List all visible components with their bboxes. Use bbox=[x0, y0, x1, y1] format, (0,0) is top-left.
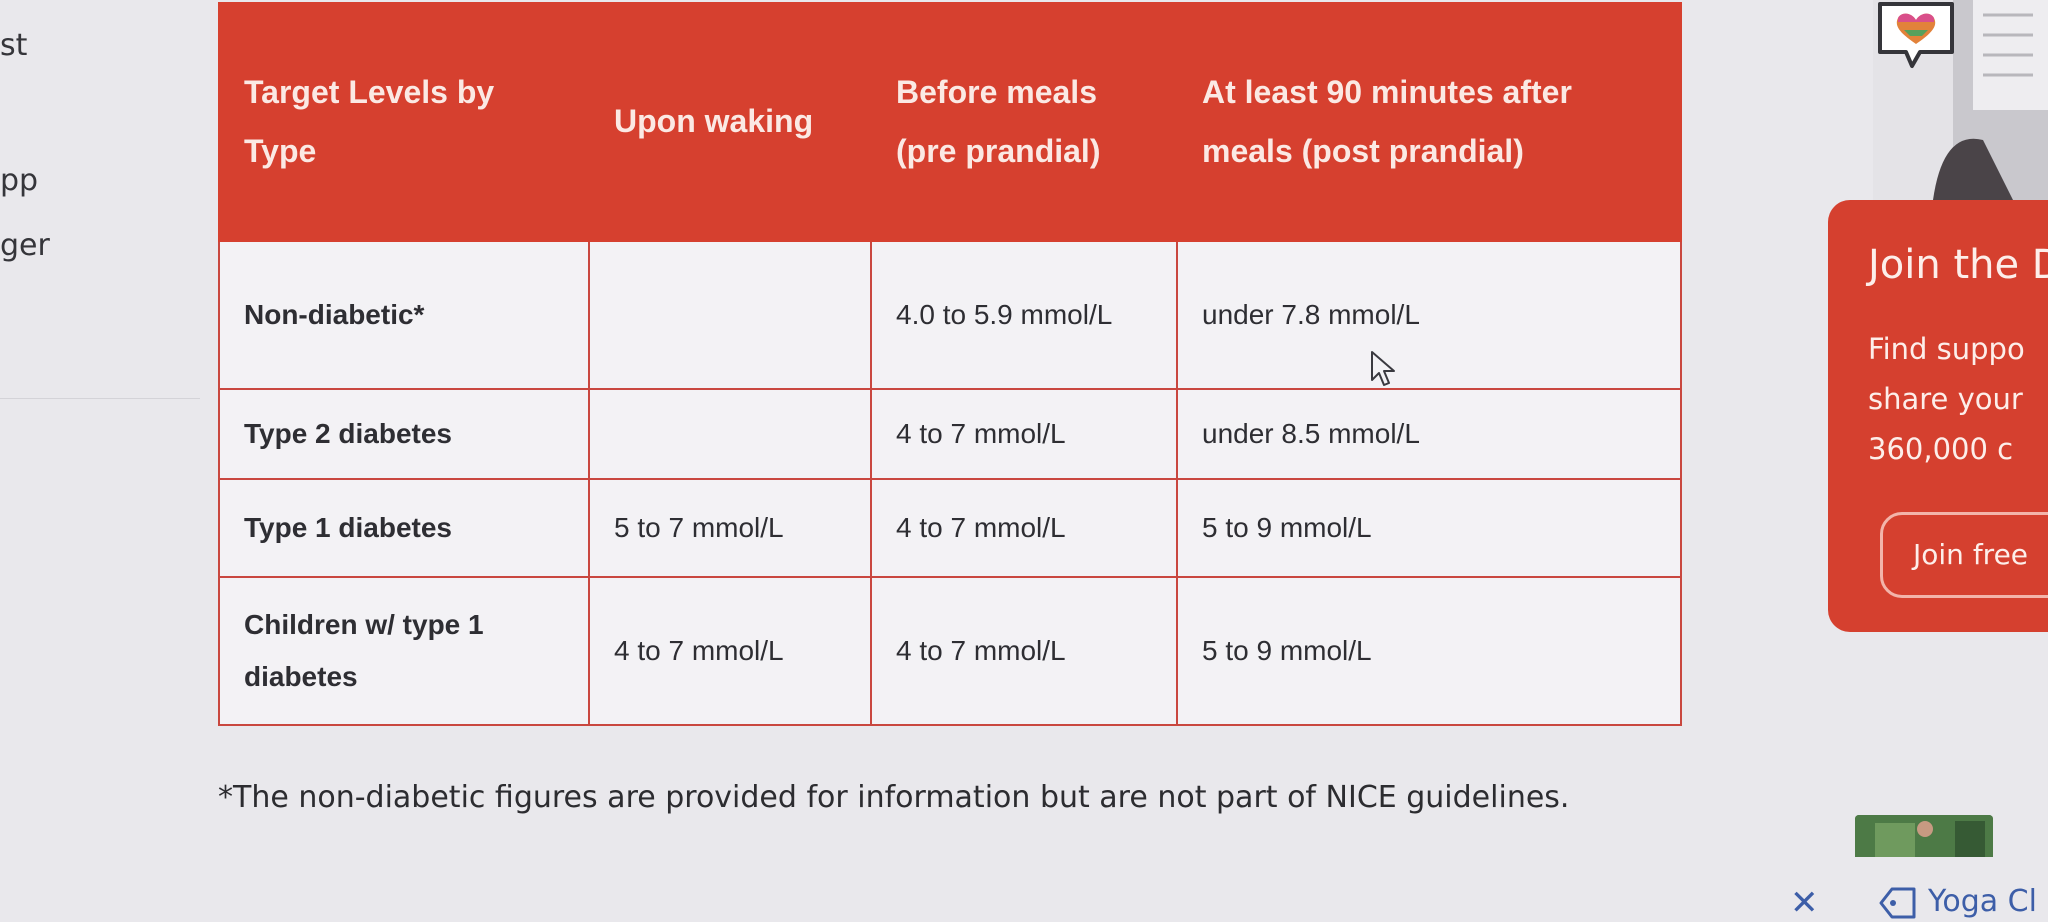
join-community-card: Join the D Find suppo share your 360,000… bbox=[1828, 200, 2048, 632]
header-before-meals: Before meals (pre prandial) bbox=[870, 2, 1178, 242]
table-row: Type 1 diabetes 5 to 7 mmol/L 4 to 7 mmo… bbox=[218, 478, 1682, 578]
heart-bubble-icon bbox=[1878, 2, 1954, 68]
join-card-text-line: Find suppo bbox=[1868, 332, 2025, 366]
header-after-meals: At least 90 minutes after meals (post pr… bbox=[1176, 2, 1682, 242]
table-row: Children w/ type 1 diabetes 4 to 7 mmol/… bbox=[218, 576, 1682, 726]
cell-before: 4 to 7 mmol/L bbox=[870, 478, 1178, 578]
cell-after: under 7.8 mmol/L bbox=[1176, 240, 1682, 390]
join-card-text-line: 360,000 c bbox=[1868, 432, 2014, 466]
join-card-title: Join the D bbox=[1868, 242, 2048, 288]
cursor-arrow-icon bbox=[1371, 351, 1395, 386]
cell-after: 5 to 9 mmol/L bbox=[1176, 576, 1682, 726]
table-row: Non-diabetic* 4.0 to 5.9 mmol/L under 7.… bbox=[218, 240, 1682, 390]
cell-after: 5 to 9 mmol/L bbox=[1176, 478, 1682, 578]
left-text-fragment: ger bbox=[0, 228, 50, 263]
table-header-row: Target Levels by Type Upon waking Before… bbox=[218, 2, 1682, 242]
header-target-levels: Target Levels by Type bbox=[218, 2, 590, 242]
join-free-button[interactable]: Join free bbox=[1880, 512, 2048, 598]
cell-before: 4 to 7 mmol/L bbox=[870, 388, 1178, 480]
video-thumbnail[interactable] bbox=[1855, 815, 1993, 857]
cell-type: Children w/ type 1 diabetes bbox=[218, 576, 590, 726]
cell-waking bbox=[588, 240, 872, 390]
join-card-text-line: share your bbox=[1868, 382, 2023, 416]
tag-chip[interactable]: Yoga Cl bbox=[1878, 884, 2037, 920]
cell-type: Type 2 diabetes bbox=[218, 388, 590, 480]
footnote: *The non-diabetic figures are provided f… bbox=[218, 780, 1570, 815]
close-icon[interactable]: ✕ bbox=[1790, 884, 1819, 922]
divider bbox=[0, 398, 200, 399]
promo-image bbox=[1873, 0, 2048, 200]
table-row: Type 2 diabetes 4 to 7 mmol/L under 8.5 … bbox=[218, 388, 1682, 480]
left-text-fragment: st bbox=[0, 28, 28, 63]
cell-waking: 4 to 7 mmol/L bbox=[588, 576, 872, 726]
cell-waking: 5 to 7 mmol/L bbox=[588, 478, 872, 578]
cell-type: Type 1 diabetes bbox=[218, 478, 590, 578]
cell-type: Non-diabetic* bbox=[218, 240, 590, 390]
left-text-fragment: pp bbox=[0, 163, 39, 198]
cell-after: under 8.5 mmol/L bbox=[1176, 388, 1682, 480]
cell-before: 4 to 7 mmol/L bbox=[870, 576, 1178, 726]
tag-icon bbox=[1879, 887, 1916, 918]
cell-waking bbox=[588, 388, 872, 480]
tag-label: Yoga Cl bbox=[1928, 884, 2037, 919]
target-levels-table: Target Levels by Type Upon waking Before… bbox=[218, 2, 1682, 726]
cell-before: 4.0 to 5.9 mmol/L bbox=[870, 240, 1178, 390]
header-upon-waking: Upon waking bbox=[588, 2, 872, 242]
